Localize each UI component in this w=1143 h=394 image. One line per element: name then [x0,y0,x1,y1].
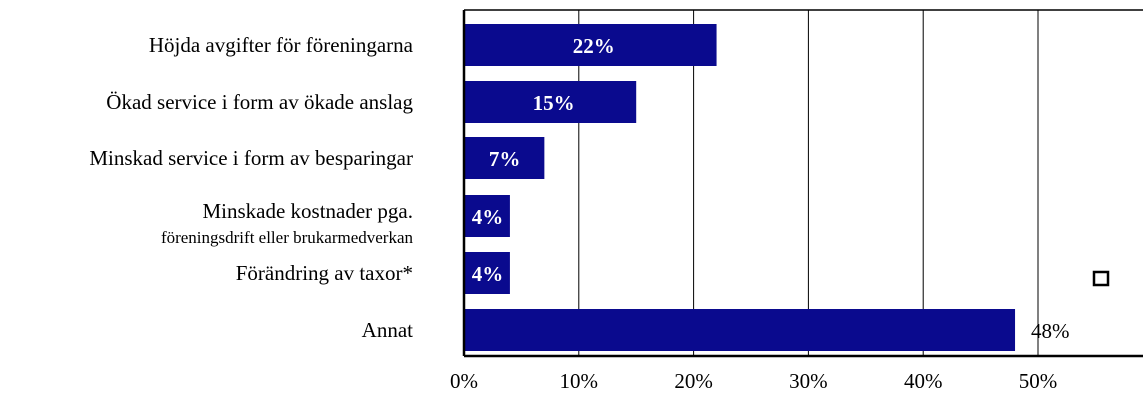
bars [465,24,1016,351]
category-label-line2: föreningsdrift eller brukarmedverkan [161,228,414,247]
x-tick-label: 30% [789,369,828,393]
axes [462,9,1143,358]
data-label: 7% [489,147,521,171]
category-labels: Höjda avgifter för föreningarna Ökad serv… [89,33,413,342]
category-label: Förändring av taxor* [236,261,413,285]
x-tick-labels: 0% 10% 20% 30% 40% 50% [450,369,1057,393]
category-label: Annat [362,318,413,342]
x-tick-label: 50% [1019,369,1058,393]
x-tick-label: 0% [450,369,478,393]
gridlines [578,10,1039,356]
data-label: 22% [573,34,615,58]
data-labels: 22% 15% 7% 4% 4% 48% [472,34,1070,343]
bar [465,24,717,66]
data-label: 15% [533,91,575,115]
bar [465,137,545,179]
x-tick-label: 40% [904,369,943,393]
bar [465,81,637,123]
category-label: Minskad service i form av besparingar [89,146,413,170]
x-tick-label: 10% [560,369,599,393]
category-label: Ökad service i form av ökade anslag [106,90,413,114]
bar [465,195,510,237]
category-label: Minskade kostnader pga. [202,199,413,223]
data-label: 4% [472,262,504,286]
category-label: Höjda avgifter för föreningarna [149,33,414,57]
legend-marker [1092,270,1110,287]
data-label: 4% [472,205,504,229]
x-tick-label: 20% [674,369,713,393]
bar [465,309,1016,351]
bar [465,252,510,294]
data-label: 48% [1031,319,1070,343]
